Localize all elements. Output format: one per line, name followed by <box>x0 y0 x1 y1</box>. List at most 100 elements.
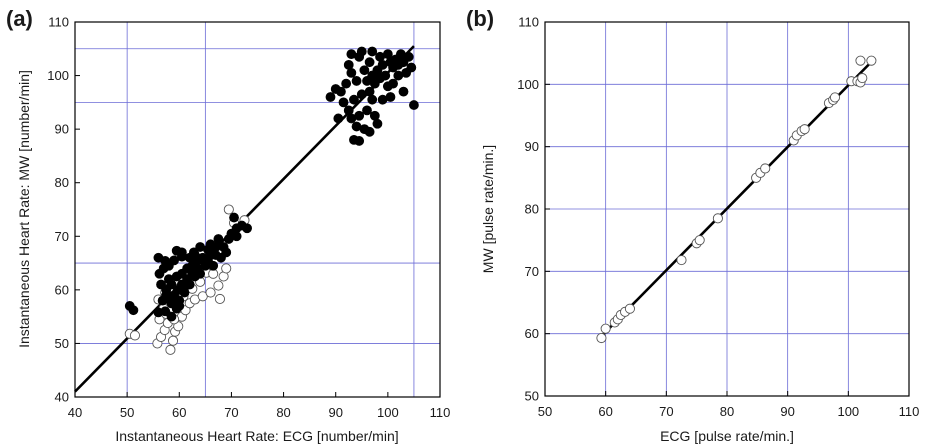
data-point-filled <box>128 305 139 316</box>
x-tick-label: 40 <box>68 405 82 420</box>
y-tick-label: 110 <box>518 15 539 30</box>
data-point-filled <box>231 231 242 242</box>
data-point-filled <box>169 255 179 266</box>
x-tick-label: 110 <box>430 405 451 420</box>
data-point-open <box>866 55 877 66</box>
data-point-filled <box>336 86 346 97</box>
data-point-open <box>223 204 234 215</box>
data-point-open <box>799 124 810 135</box>
data-point-filled <box>166 311 177 322</box>
x-tick-label: 90 <box>328 405 342 420</box>
y-tick-label: 50 <box>55 336 69 351</box>
panel-b-y-axis-title: MW [pulse rate/min.] <box>480 145 496 273</box>
data-point-filled <box>153 307 164 318</box>
data-point-open <box>167 335 179 346</box>
y-tick-label: 70 <box>55 229 69 244</box>
data-point-open <box>676 255 687 266</box>
data-point-filled <box>393 59 404 70</box>
y-tick-label: 50 <box>525 389 539 404</box>
data-point-filled <box>367 70 378 81</box>
data-point-open <box>694 235 705 246</box>
data-point-filled <box>221 247 232 258</box>
x-tick-label: 90 <box>780 404 794 419</box>
panel-a-points <box>124 46 419 355</box>
panel-a-ticks: 40 50 60 70 80 90 100 110 40 50 60 70 80 90 100 110 <box>47 15 450 421</box>
panel-a-x-axis-title: Instantaneous Heart Rate: ECG [number/mi… <box>115 428 398 444</box>
x-tick-label: 100 <box>377 405 399 420</box>
data-point-filled <box>229 212 239 223</box>
x-tick-label: 50 <box>120 405 134 420</box>
data-point-filled <box>359 65 370 76</box>
data-point-filled <box>388 78 398 89</box>
y-tick-label: 100 <box>47 68 69 83</box>
data-point-filled <box>406 62 417 73</box>
panel-b: (b) 50 60 70 80 90 100 110 50 60 70 80 90 100 110 ECG… <box>466 6 919 444</box>
data-point-open <box>205 287 216 298</box>
data-point-filled <box>205 239 216 250</box>
data-point-filled <box>242 223 252 234</box>
data-point-filled <box>333 113 344 124</box>
data-point-open <box>600 323 611 334</box>
data-point-filled <box>351 76 362 86</box>
data-point-filled <box>354 136 365 146</box>
data-point-filled <box>195 268 206 279</box>
data-point-open <box>624 303 635 314</box>
data-point-filled <box>403 51 414 62</box>
data-point-filled <box>362 105 372 116</box>
x-tick-label: 80 <box>276 405 290 420</box>
data-point-filled <box>325 92 336 102</box>
y-tick-label: 60 <box>525 326 539 341</box>
x-tick-label: 100 <box>837 404 859 419</box>
y-tick-label: 60 <box>55 282 69 297</box>
x-tick-label: 60 <box>598 404 612 419</box>
data-point-filled <box>367 46 378 57</box>
data-point-filled <box>367 94 378 105</box>
data-point-filled <box>341 78 352 89</box>
data-point-filled <box>179 282 190 293</box>
y-tick-label: 70 <box>525 264 539 279</box>
data-point-open <box>857 73 868 84</box>
panel-a-label: (a) <box>6 6 33 31</box>
data-point-filled <box>409 100 419 110</box>
data-point-filled <box>377 94 388 105</box>
y-tick-label: 100 <box>517 77 539 92</box>
data-point-filled <box>349 94 359 105</box>
data-point-filled <box>338 97 349 108</box>
panel-a-y-axis-title: Instantaneous Heart Rate: MW [number/min… <box>16 70 32 348</box>
x-tick-label: 60 <box>172 405 186 420</box>
data-point-filled <box>364 126 375 137</box>
x-tick-label: 80 <box>720 404 734 419</box>
y-tick-label: 90 <box>55 122 69 137</box>
y-tick-label: 40 <box>55 390 69 405</box>
data-point-filled <box>398 86 409 97</box>
data-point-open <box>214 293 226 305</box>
data-point-filled <box>187 260 198 271</box>
data-point-open <box>760 163 771 174</box>
data-point-filled <box>354 110 365 121</box>
data-point-open <box>712 213 723 224</box>
x-tick-label: 50 <box>538 404 552 419</box>
y-tick-label: 80 <box>55 175 69 190</box>
data-point-filled <box>372 118 383 129</box>
data-point-filled <box>161 290 172 301</box>
data-point-open <box>213 280 224 291</box>
data-point-filled <box>166 279 177 290</box>
data-point-filled <box>356 46 367 57</box>
panel-b-label: (b) <box>466 6 494 31</box>
data-point-open <box>829 92 841 103</box>
data-point-open <box>165 344 176 355</box>
data-point-filled <box>343 59 354 70</box>
data-point-filled <box>190 250 200 260</box>
panel-a-plot-frame <box>74 21 441 398</box>
data-point-open <box>855 55 866 66</box>
y-tick-label: 110 <box>48 15 69 30</box>
panel-b-ticks: 50 60 70 80 90 100 110 50 60 70 80 90 100 110 <box>517 15 919 420</box>
data-point-open <box>596 332 607 344</box>
x-tick-label: 70 <box>224 405 238 420</box>
data-point-filled <box>213 234 224 244</box>
data-point-open <box>129 330 141 341</box>
y-tick-label: 90 <box>525 139 539 154</box>
panel-b-points <box>596 55 877 344</box>
data-point-filled <box>364 57 375 68</box>
